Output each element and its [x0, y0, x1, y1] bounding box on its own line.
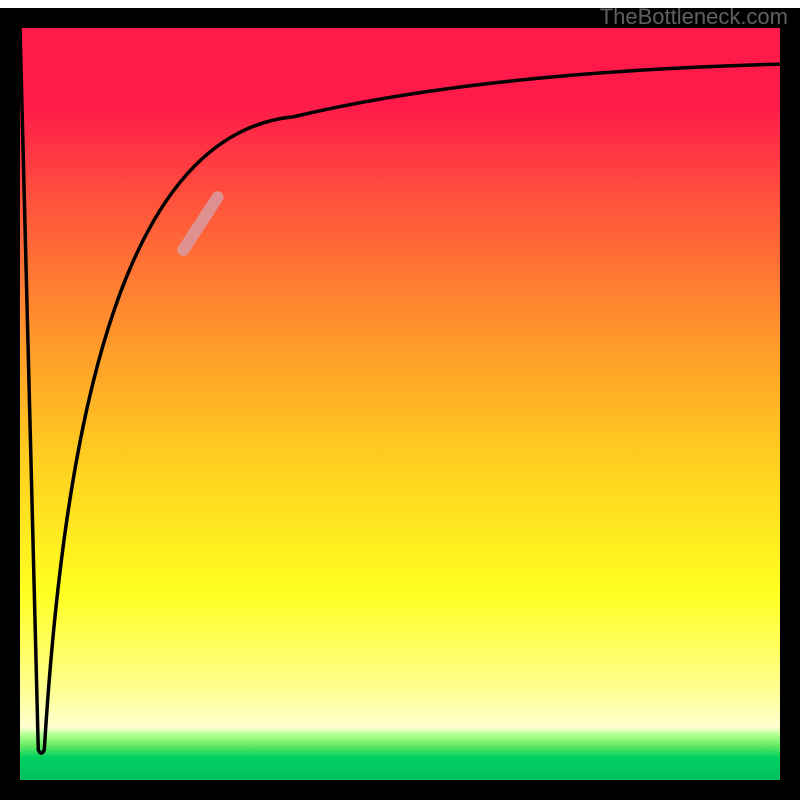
bottleneck-chart: TheBottleneck.com: [0, 0, 800, 800]
plot-background: [20, 28, 780, 780]
chart-svg: [0, 0, 800, 800]
